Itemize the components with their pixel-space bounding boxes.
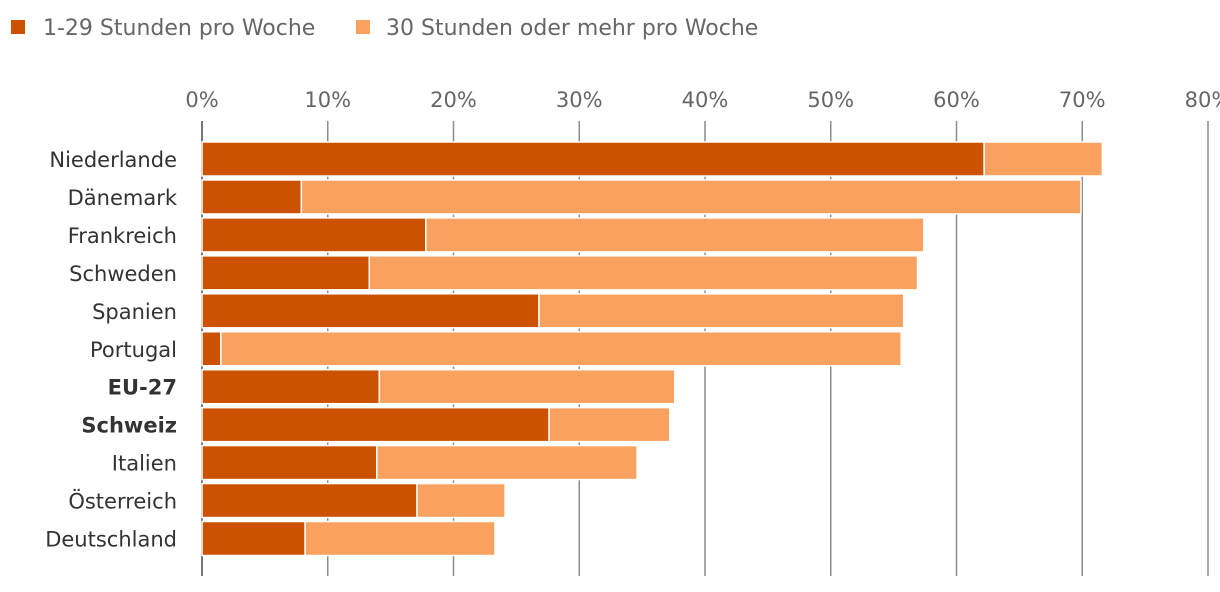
category-label-1: Dänemark [68,186,178,210]
legend-swatch-part-time [11,20,25,34]
category-label-0: Niederlande [49,148,177,172]
category-label-5: Portugal [90,338,177,362]
x-tick-label-50: 50% [807,88,854,112]
bar-full-time-1 [300,179,1082,215]
x-tick-label-60: 60% [933,88,980,112]
x-tick-label-40: 40% [682,88,729,112]
bars [201,141,1104,557]
category-label-10: Deutschland [45,528,177,552]
bar-part-time-3 [201,255,370,291]
y-axis-categories: Niederlande Dänemark Frankreich Schweden Spa… [45,148,178,552]
bar-full-time-0 [983,141,1104,177]
bar-part-time-9 [201,482,418,519]
category-label-6: EU-27 [108,376,177,400]
bar-part-time-0 [201,141,985,177]
x-tick-label-10: 10% [304,88,351,112]
category-label-9: Österreich [68,489,177,514]
bar-part-time-5 [201,331,222,367]
x-tick-label-70: 70% [1059,88,1106,112]
bar-full-time-5 [220,331,902,367]
legend-label-part-time: 1-29 Stunden pro Woche [43,16,315,41]
bar-full-time-8 [376,444,638,481]
x-axis-ticks: 0% 10% 20% 30% 40% 50% 60% 70% 80% [185,88,1220,112]
bar-full-time-7 [548,406,671,443]
bar-part-time-10 [201,520,306,557]
bar-full-time-9 [416,482,506,519]
bar-part-time-2 [201,217,427,253]
bar-full-time-6 [378,368,676,405]
category-label-2: Frankreich [68,224,177,248]
x-tick-label-0: 0% [185,88,218,112]
bar-part-time-6 [201,368,381,405]
x-tick-label-30: 30% [556,88,603,112]
legend: 1-29 Stunden pro Woche 30 Stunden oder m… [11,16,758,41]
category-label-4: Spanien [92,300,177,324]
x-tick-label-20: 20% [430,88,477,112]
bar-full-time-3 [368,255,919,291]
x-tick-label-80: 80% [1185,88,1220,112]
bar-part-time-4 [201,293,540,329]
legend-swatch-full-time [356,20,370,34]
category-label-3: Schweden [69,262,177,286]
bar-full-time-10 [304,520,496,557]
bar-full-time-4 [538,293,905,329]
bar-part-time-8 [201,444,378,481]
bar-part-time-7 [201,406,550,443]
bar-full-time-2 [425,217,925,253]
bar-part-time-1 [201,179,303,215]
category-label-7: Schweiz [81,414,177,438]
legend-label-full-time: 30 Stunden oder mehr pro Woche [386,16,758,41]
category-label-8: Italien [112,452,177,476]
